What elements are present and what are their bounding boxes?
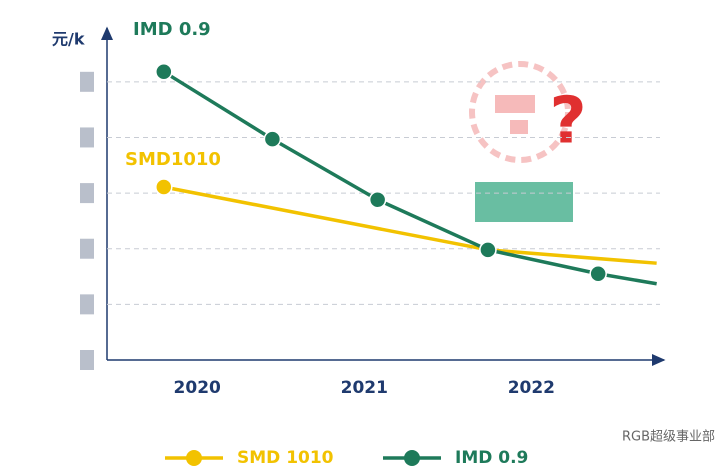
series-label: IMD 0.9 xyxy=(133,19,211,40)
series-label: SMD1010 xyxy=(125,149,221,170)
legend-marker xyxy=(186,450,202,466)
point xyxy=(155,178,173,196)
point xyxy=(589,265,607,283)
point xyxy=(368,191,387,209)
blurred-badge xyxy=(469,61,571,163)
blurred-tick-label xyxy=(80,294,94,315)
watermark: RGB超级事业部 xyxy=(622,430,715,445)
x-tick-label: 2020 xyxy=(174,378,221,398)
point xyxy=(263,130,282,148)
legend-marker xyxy=(404,450,420,466)
series-line xyxy=(162,70,657,286)
point xyxy=(155,63,173,81)
series-line xyxy=(163,185,657,265)
y-axis-label: 元/k xyxy=(52,30,85,49)
blurred-tick-label xyxy=(80,71,94,92)
x-tick-label: 2022 xyxy=(508,378,555,398)
blurred-tick-label xyxy=(80,127,94,148)
blurred-label xyxy=(475,182,573,222)
point xyxy=(479,241,497,259)
legend-label: SMD 1010 xyxy=(237,448,334,468)
legend-label: IMD 0.9 xyxy=(455,448,528,468)
x-tick-label: 2021 xyxy=(341,378,388,398)
blurred-tick-label xyxy=(80,183,94,204)
blurred-tick-label xyxy=(80,238,94,259)
blurred-tick-label xyxy=(80,350,94,370)
question-mark: ? xyxy=(549,85,586,159)
